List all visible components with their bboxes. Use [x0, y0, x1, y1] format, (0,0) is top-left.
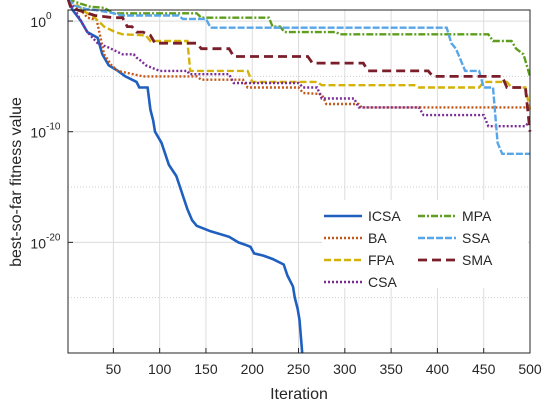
x-tick-label: 450 [472, 361, 496, 377]
series-line-ssa [67, 0, 530, 155]
x-tick-label: 50 [106, 361, 122, 377]
legend-label-fpa: FPA [368, 252, 395, 268]
legend-label-sma: SMA [462, 252, 493, 268]
series-line-fpa [67, 0, 532, 110]
legend-label-mpa: MPA [462, 208, 492, 224]
x-tick-label: 100 [148, 361, 172, 377]
legend-label-ssa: SSA [462, 230, 491, 246]
x-axis: 50 100 150 200 250 300 350 400 450 500 [106, 348, 542, 377]
legend-box [322, 200, 528, 288]
x-tick-label: 500 [518, 361, 542, 377]
x-tick-label: 150 [194, 361, 218, 377]
legend-label-csa: CSA [368, 274, 397, 290]
x-axis-label: Iteration [270, 386, 328, 403]
y-tick-exponent: -20 [46, 232, 61, 243]
y-tick-exponent: 0 [46, 11, 52, 22]
x-tick-label: 250 [287, 361, 311, 377]
series-line-ba [67, 0, 530, 109]
y-tick-label: 10 [30, 235, 46, 251]
x-tick-label: 200 [241, 361, 265, 377]
series-line-csa [67, 0, 531, 128]
x-tick-label: 400 [426, 361, 450, 377]
y-tick-exponent: -10 [46, 122, 61, 133]
legend: ICSA BA FPA CSA MPA SSA SMA [322, 200, 528, 290]
series-layer [66, 0, 532, 354]
legend-label-icsa: ICSA [368, 208, 401, 224]
y-tick-label: 10 [30, 14, 46, 30]
x-tick-label: 350 [379, 361, 403, 377]
y-axis-label: best-so-far fitness value [8, 97, 25, 267]
x-tick-label: 300 [333, 361, 357, 377]
y-tick-label: 10 [30, 125, 46, 141]
legend-label-ba: BA [368, 230, 387, 246]
